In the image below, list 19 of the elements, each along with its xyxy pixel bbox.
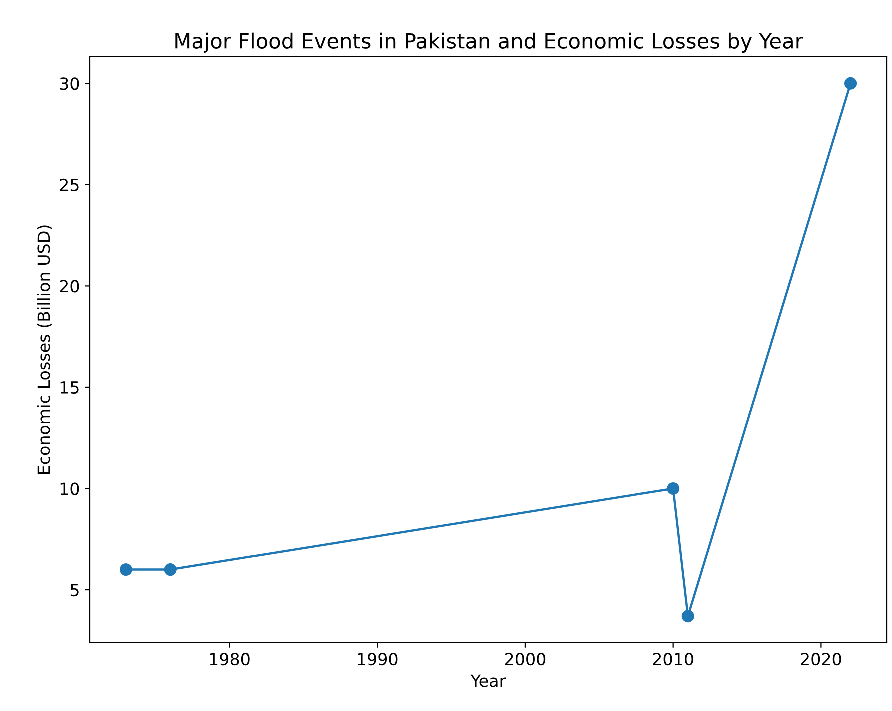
- x-tick-label: 1980: [210, 653, 250, 666]
- point: [667, 482, 680, 496]
- x-tick-label: 2020: [801, 653, 842, 666]
- y-tick-label: 10: [60, 482, 80, 496]
- y-tick-label: 30: [60, 78, 80, 90]
- point: [844, 77, 858, 90]
- x-axis-title: Year: [470, 674, 506, 688]
- x-tick-label: 2000: [505, 653, 546, 666]
- chart-title: Major Flood Events in Pakistan and Economic Losses by Year: [176, 32, 804, 53]
- y-tick-label: 25: [60, 178, 79, 192]
- x-tick-label: 1990: [358, 653, 398, 666]
- x-tick-label: 2010: [653, 653, 694, 666]
- point: [164, 564, 177, 576]
- point: [682, 610, 694, 623]
- y-tick-label: 15: [60, 382, 79, 394]
- y-tick-label: 20: [60, 280, 80, 293]
- y-axis-title: Economic Losses (Billion USD): [37, 226, 52, 474]
- y-tick-label: 5: [70, 584, 79, 597]
- point: [120, 564, 132, 576]
